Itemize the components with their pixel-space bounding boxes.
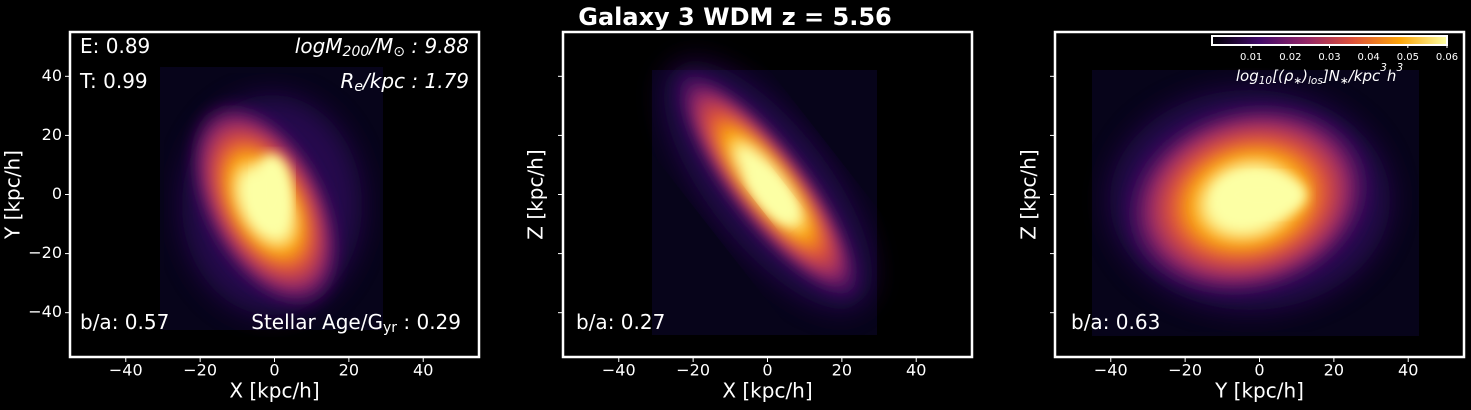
text-segment: ⊙ <box>393 44 405 60</box>
text-segment: h <box>1387 67 1397 85</box>
text-segment: b/a: 0.27 <box>576 310 665 334</box>
y-tick-label: −40 <box>28 302 62 321</box>
colorbar-label: log10[(ρ∗)los]N∗/kpc3h3 <box>1236 62 1403 87</box>
y-tick-label: 40 <box>42 66 62 85</box>
x-tick-label: −20 <box>183 361 217 380</box>
colorbar-tick-label: 0.06 <box>1436 52 1458 63</box>
colorbar-tick-label: 0.02 <box>1279 52 1301 63</box>
x-tick-label: 0 <box>269 361 279 380</box>
x-tick-label: 40 <box>906 361 926 380</box>
text-segment: /kpc : 1.79 <box>361 69 469 93</box>
x-tick-label: −20 <box>1168 361 1202 380</box>
text-segment: b/a: 0.63 <box>1071 310 1160 334</box>
text-segment: /M <box>367 34 393 58</box>
text-segment: E: 0.89 <box>80 34 150 58</box>
x-axis-label: X [kpc/h] <box>229 379 319 403</box>
text-segment: ) <box>1301 67 1308 85</box>
y-tick-label: 0 <box>52 184 62 203</box>
annotation: T: 0.99 <box>79 69 148 93</box>
text-segment: log <box>1236 67 1259 85</box>
text-segment: : 0.29 <box>397 310 461 334</box>
annotation: E: 0.89 <box>80 34 150 58</box>
annotation: b/a: 0.27 <box>576 310 665 334</box>
x-axis-label: Y [kpc/h] <box>1214 379 1304 403</box>
text-segment: 3 <box>1396 62 1403 74</box>
text-segment: ∗ <box>1293 75 1302 87</box>
colorbar-tick-label: 0.03 <box>1318 52 1340 63</box>
text-segment: R <box>340 69 354 93</box>
text-segment: /kpc <box>1347 67 1381 85</box>
colorbar-tick-label: 0.05 <box>1397 52 1419 63</box>
annotation: logM200/M⊙ : 9.88 <box>295 34 469 61</box>
text-segment: e <box>354 79 363 95</box>
colorbar-tick-label: 0.04 <box>1358 52 1380 63</box>
annotation: b/a: 0.63 <box>1071 310 1160 334</box>
text-segment: b/a: 0.57 <box>80 310 169 334</box>
x-axis-label: X [kpc/h] <box>722 379 812 403</box>
x-tick-label: 40 <box>413 361 433 380</box>
text-segment: T: 0.99 <box>79 69 148 93</box>
annotation: b/a: 0.57 <box>80 310 169 334</box>
x-tick-label: 0 <box>1254 361 1264 380</box>
x-tick-label: 0 <box>762 361 772 380</box>
colorbar-tick-label: 0.01 <box>1240 52 1262 63</box>
suptitle: Galaxy 3 WDM z = 5.56 <box>578 3 892 31</box>
text-segment: ∗ <box>1340 75 1349 87</box>
y-axis-label: Y [kpc/h] <box>1 150 25 240</box>
density-image <box>160 67 383 330</box>
x-tick-label: 20 <box>832 361 852 380</box>
y-tick-label: 20 <box>42 125 62 144</box>
x-tick-label: −40 <box>1094 361 1128 380</box>
text-segment: los <box>1308 75 1323 87</box>
text-segment: 3 <box>1380 62 1387 74</box>
x-tick-label: 20 <box>339 361 359 380</box>
text-segment: ]N <box>1322 67 1340 85</box>
density-image <box>1092 70 1419 336</box>
annotation: Re/kpc : 1.79 <box>340 69 469 96</box>
y-axis-label: Z [kpc/h] <box>524 149 548 239</box>
x-tick-label: −20 <box>676 361 710 380</box>
x-tick-label: −40 <box>602 361 636 380</box>
annotation: Stellar Age/Gyr : 0.29 <box>251 310 461 337</box>
y-tick-label: −20 <box>28 243 62 262</box>
text-segment: [(ρ <box>1272 67 1294 85</box>
text-segment: yr <box>383 320 397 336</box>
text-segment: 200 <box>343 44 370 60</box>
y-axis-label: Z [kpc/h] <box>1017 149 1041 239</box>
text-segment: : 9.88 <box>405 34 469 58</box>
x-tick-label: 40 <box>1398 361 1418 380</box>
colorbar <box>1211 35 1448 46</box>
text-segment: Stellar Age/G <box>251 310 383 334</box>
text-segment: logM <box>295 34 343 58</box>
x-tick-label: −40 <box>109 361 143 380</box>
x-tick-label: 20 <box>1324 361 1344 380</box>
text-segment: 10 <box>1259 75 1273 87</box>
density-image <box>652 61 877 335</box>
